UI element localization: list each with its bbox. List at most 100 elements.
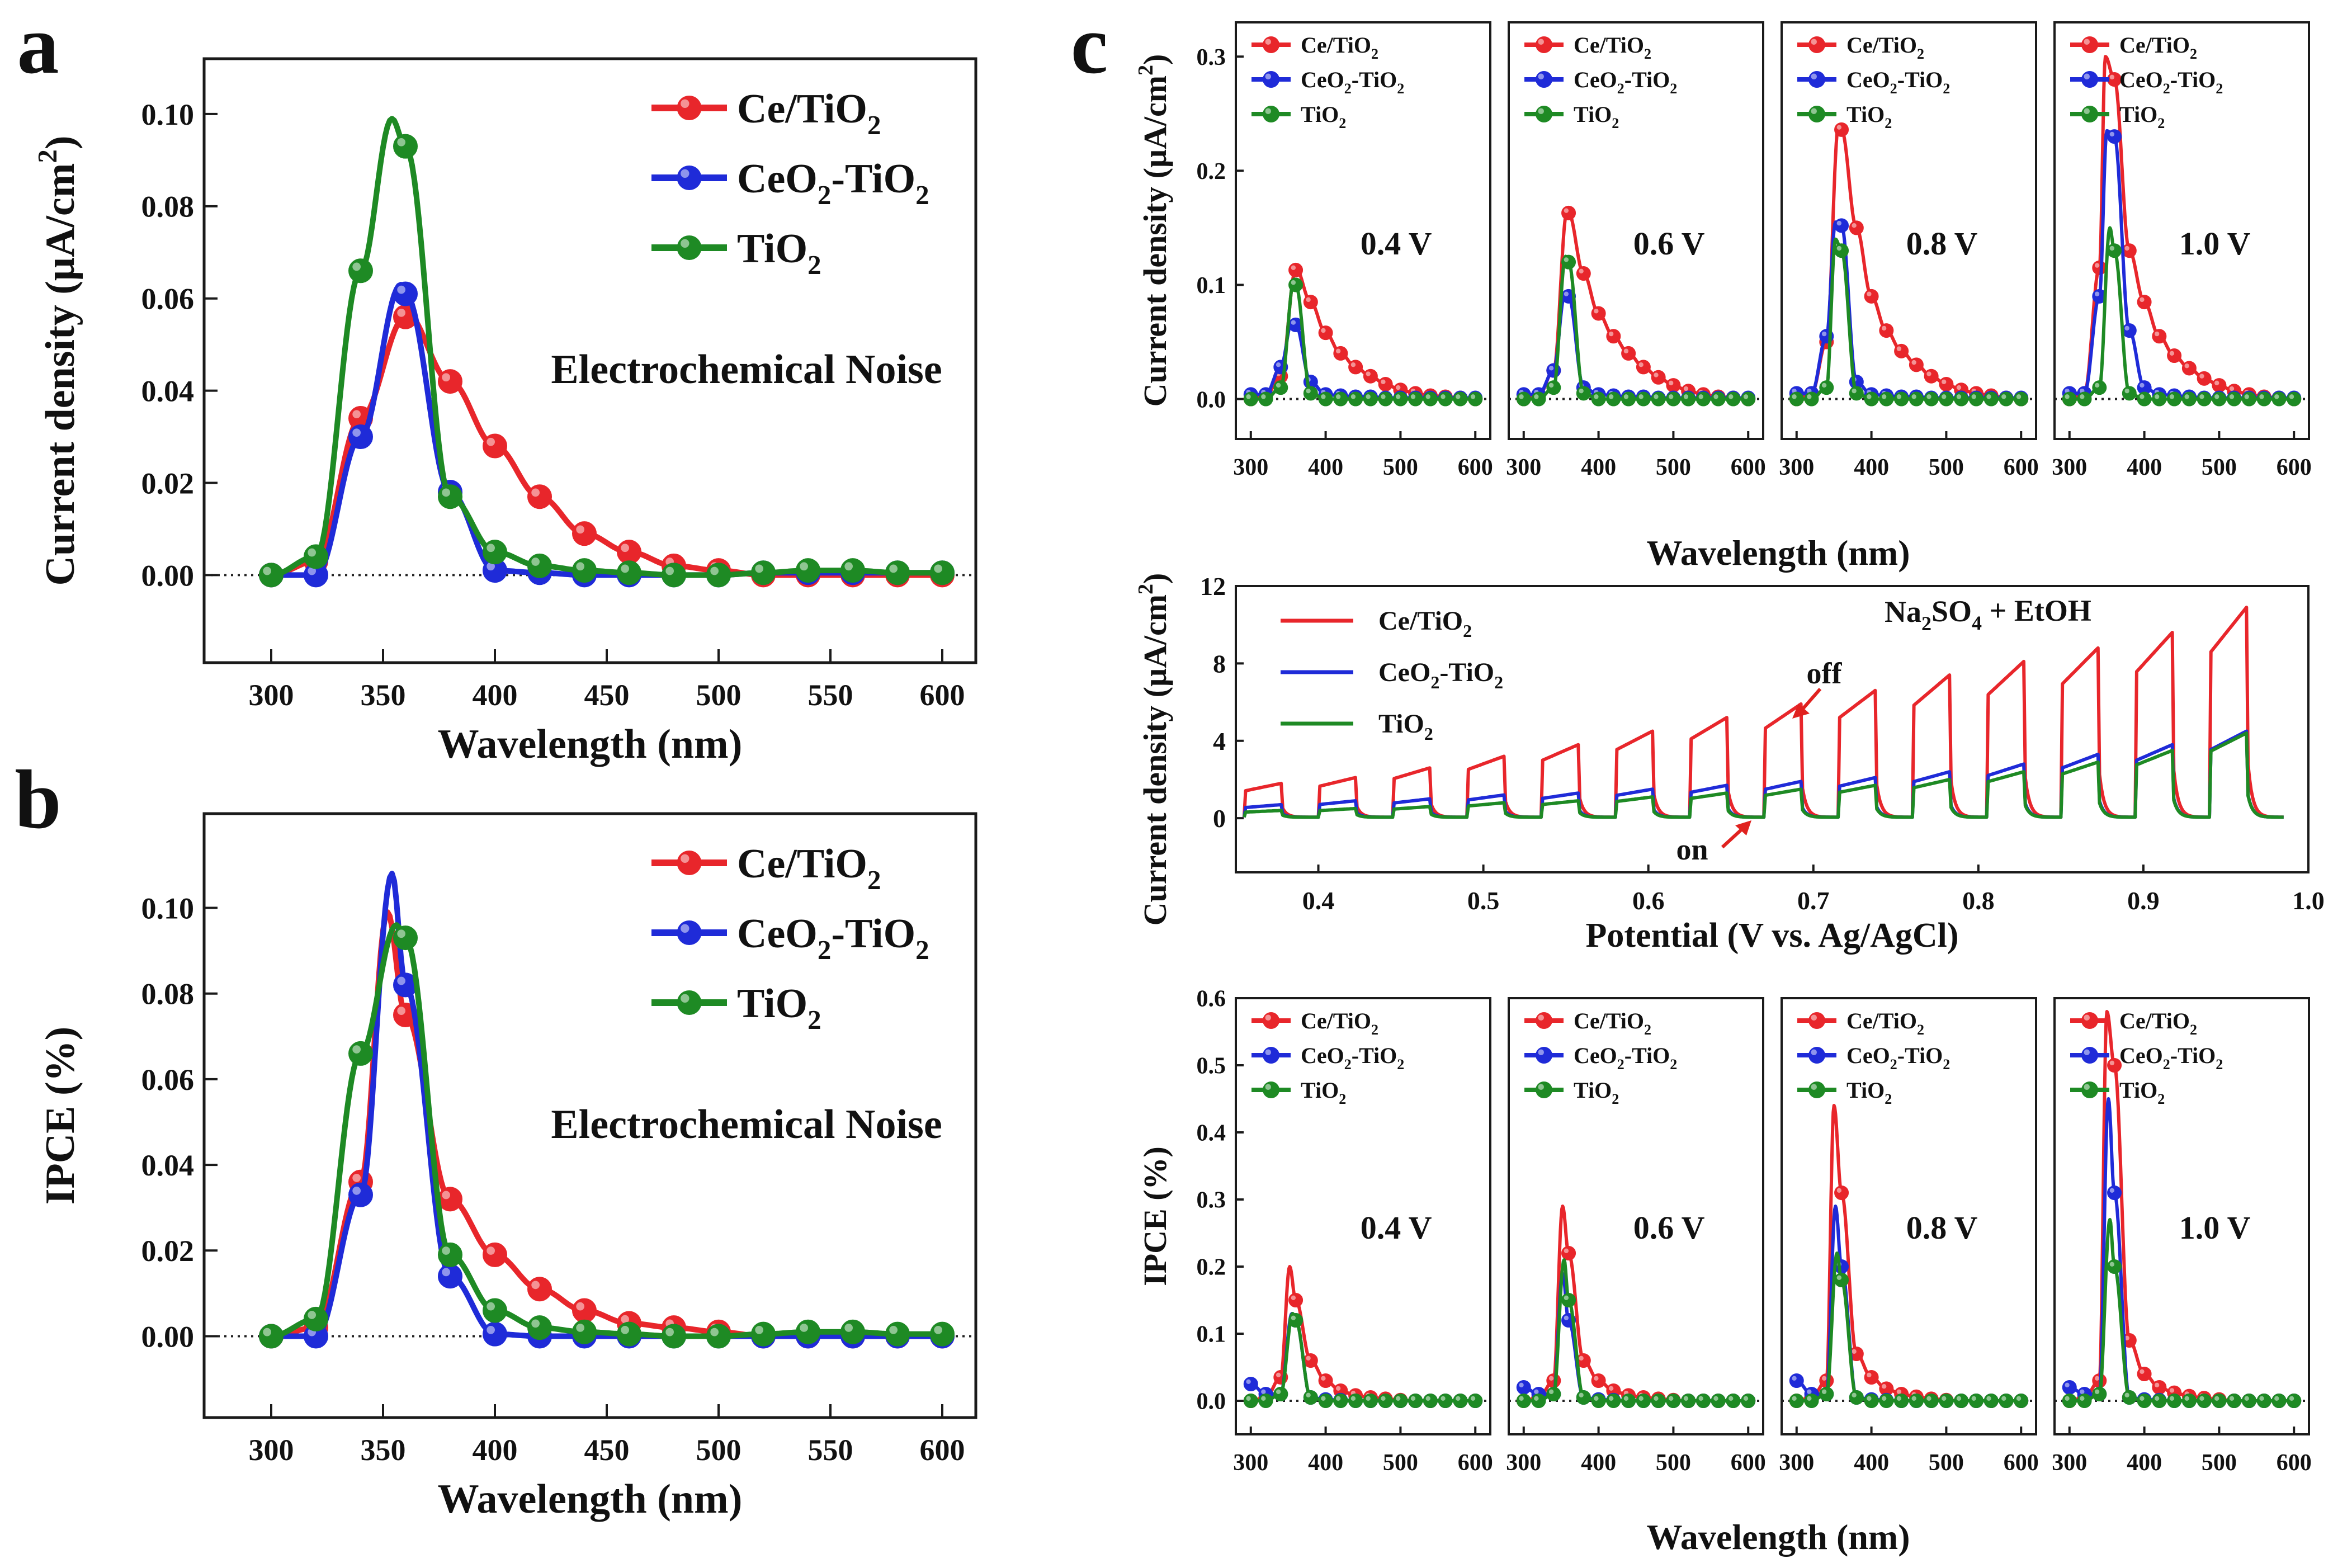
- c-bottom-sub3-data-point: [1789, 1394, 1804, 1408]
- c-bottom-sub4-data-point: [2197, 1394, 2212, 1408]
- c-top-sub3-data-point: [1879, 391, 1894, 407]
- c-top-sub3-data-point: [1909, 357, 1924, 372]
- c-bottom-sub1-xtick-label: 500: [1383, 1450, 1418, 1476]
- panel-a-point-highlight: [308, 548, 317, 557]
- c-bottom-sub3-point-highlight: [1971, 1396, 1976, 1401]
- c-bottom-sub4-point-highlight: [2214, 1396, 2219, 1401]
- c-bottom-sub1-point-highlight: [1410, 1396, 1416, 1401]
- c-top-sub1-legend-entry: CeO2-TiO2: [1301, 67, 1404, 97]
- c-top-sub1-point-highlight: [1321, 328, 1326, 333]
- panel-a-data-point: [348, 258, 373, 284]
- panel-a-data-point: [527, 553, 552, 578]
- c-bottom-sub4-point-highlight: [2109, 1188, 2115, 1193]
- panel-b-series-line: [271, 922, 943, 1339]
- panel-a-data-point: [572, 558, 597, 583]
- c-top-sub3-frame: [1781, 21, 2037, 440]
- c-top-sub1-data-point: [1303, 295, 1318, 310]
- c-top-sub2-legend-marker: [1536, 106, 1552, 122]
- c-top-sub3-point-highlight: [1792, 394, 1797, 399]
- c-bottom-sub3-legend-entry: TiO2: [1846, 1078, 1892, 1107]
- panel-b-point-highlight: [576, 1302, 584, 1311]
- c-top-sub2-point-highlight: [1698, 394, 1703, 399]
- panel-a-ytick-label: 0.08: [141, 190, 195, 224]
- c-top-sub4-point-highlight: [2140, 394, 2145, 399]
- c-bottom-sub3-legend-highlight: [1811, 1084, 1817, 1090]
- panel-b-data-point: [304, 1306, 328, 1331]
- c-bottom-sub4-legend-entry: CeO2-TiO2: [2119, 1043, 2223, 1073]
- c-top-sub2-point-highlight: [1564, 208, 1569, 213]
- c-top-sub4-data-point: [2122, 386, 2137, 401]
- c-bottom-sub3-point-highlight: [2016, 1396, 2022, 1401]
- c-top-sub1-point-highlight: [1470, 394, 1476, 399]
- c-top-sub2-data-point: [1666, 391, 1681, 407]
- c-top-sub2-data-point: [1591, 391, 1606, 407]
- c-top-sub4-data-point: [2092, 260, 2107, 275]
- c-top-sub4-legend-marker: [2081, 36, 2098, 53]
- panel-a-legend-highlight: [681, 99, 689, 108]
- c-top-sub2-legend-entry: TiO2: [1574, 102, 1619, 131]
- panel-a-xtick-label: 500: [696, 678, 742, 712]
- c-bottom-sub1-xtick-label: 300: [1233, 1450, 1268, 1476]
- c-bottom-sub4-point-highlight: [2274, 1396, 2279, 1401]
- c-bottom-sub1-ytick-label: 0.1: [1197, 1322, 1226, 1348]
- panel-b-data-point: [438, 1187, 462, 1212]
- c-bottom-sub4-point-highlight: [2124, 1335, 2129, 1340]
- c-bottom-sub3-data-point: [1849, 1390, 1864, 1405]
- c-bottom-sub4-point-highlight: [2080, 1396, 2085, 1401]
- panel-b-data-point: [348, 1041, 373, 1066]
- c-bottom-sub4-point-highlight: [2154, 1396, 2160, 1401]
- panel-a-point-highlight: [352, 410, 361, 419]
- panel-b-point-highlight: [352, 1045, 361, 1054]
- c-top-sub2-data-point: [1576, 266, 1591, 281]
- c-bottom-sub3-xtick-label: 500: [1929, 1450, 1964, 1476]
- c-bottom-sub2-data-point: [1681, 1394, 1696, 1408]
- panel-a-xtick-label: 600: [920, 678, 965, 712]
- c-bottom-sub4-point-highlight: [2169, 1396, 2175, 1401]
- panel-a-ytick-label: 0.04: [141, 374, 195, 408]
- c-top-sub1-point-highlight: [1291, 265, 1296, 270]
- panel-b-data-point: [348, 1182, 373, 1207]
- c-bottom-sub3-legend-marker: [1808, 1047, 1825, 1064]
- c-top-sub1-point-highlight: [1366, 394, 1371, 399]
- panel-b-legend-highlight: [681, 924, 689, 933]
- c-top-sub1-legend-highlight: [1265, 108, 1271, 114]
- panel-a-legend-entry: Ce/TiO2: [737, 86, 881, 140]
- c-top-sub1-data-point: [1348, 391, 1363, 407]
- c-bottom-sub4-data-point: [2062, 1394, 2077, 1408]
- panel-b-point-highlight: [487, 1325, 495, 1334]
- c-bottom-sub4-point-highlight: [2244, 1396, 2249, 1401]
- panel-a-legend-highlight: [681, 169, 689, 178]
- c-bottom-sub3-legend-highlight: [1811, 1049, 1817, 1055]
- c-top-sub4-data-point: [2062, 391, 2077, 407]
- c-top-sub3-data-point: [2014, 391, 2029, 407]
- c-bottom-sub2-point-highlight: [1654, 1396, 1659, 1401]
- c-top-sub2-xtick-label: 400: [1581, 455, 1616, 480]
- c-bottom-sub1-series-line: [1250, 1312, 1476, 1402]
- c-top-sub2-data-point: [1726, 391, 1741, 407]
- panel-a-data-point: [885, 560, 910, 585]
- c-top-sub1-data-point: [1333, 391, 1348, 407]
- c-top-sub3-point-highlight: [1881, 394, 1887, 399]
- c-bottom-sub2: 300 400 500 600 Ce/TiO2 CeO2-TiO2 TiO2: [1506, 997, 1766, 1476]
- c-bottom-sub3-point-highlight: [1792, 1376, 1797, 1381]
- c-middle-ytick-label: 12: [1200, 572, 1226, 601]
- c-top-sub3-legend-marker: [1808, 106, 1825, 122]
- c-bottom-sub2-point-highlight: [1519, 1382, 1524, 1387]
- panel-b-legend-highlight: [681, 854, 689, 863]
- c-bottom-sub4-legend-highlight: [2084, 1014, 2090, 1021]
- c-bottom-sub1-point-highlight: [1261, 1396, 1266, 1401]
- c-middle-xtick-label: 0.6: [1632, 886, 1665, 915]
- c-top-sub1-legend-entry: Ce/TiO2: [1301, 32, 1378, 62]
- c-top-sub2-data-point: [1531, 391, 1546, 407]
- c-top-sub4-data-point: [2137, 295, 2152, 310]
- c-top-sub1-point-highlight: [1276, 362, 1281, 367]
- c-bottom-sub3-point-highlight: [1942, 1396, 1947, 1401]
- c-top-sub1-point-highlight: [1276, 382, 1281, 388]
- c-top-sub1-data-point: [1243, 391, 1258, 407]
- ylabel-a: Current density (μA/cm2): [32, 136, 83, 586]
- c-top-sub3-data-point: [1849, 386, 1864, 401]
- c-top-sub3-point-highlight: [1881, 325, 1887, 331]
- c-bottom-sub1-point-highlight: [1396, 1396, 1401, 1401]
- c-top-sub1-point-highlight: [1396, 385, 1401, 390]
- c-middle-arrow-off: [1799, 688, 1822, 712]
